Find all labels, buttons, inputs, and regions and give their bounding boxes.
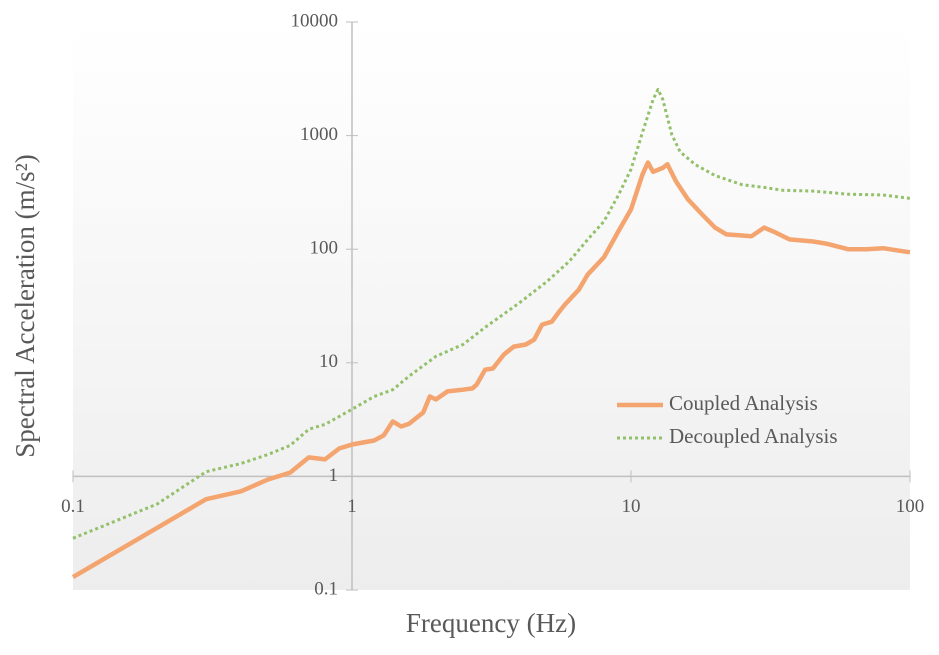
y-axis-label: Spectral Acceleration (m/s²) — [10, 154, 40, 457]
y-tick-label: 1000 — [300, 124, 338, 145]
data-line — [72, 87, 911, 540]
y-tick-label: 1 — [329, 465, 339, 486]
y-tick-label: 10 — [319, 351, 338, 372]
plot-area — [73, 22, 910, 590]
x-axis-label: Frequency (Hz) — [406, 608, 576, 638]
x-tick-label: 0.1 — [61, 496, 85, 517]
legend-label: Coupled Analysis — [669, 391, 818, 415]
y-tick-label: 0.1 — [314, 578, 338, 599]
data-line — [71, 160, 911, 580]
y-tick-label: 100 — [310, 238, 339, 259]
legend-label: Decoupled Analysis — [669, 424, 838, 448]
x-tick-label: 100 — [896, 496, 925, 517]
x-tick-label: 10 — [622, 496, 641, 517]
x-tick-label: 1 — [347, 496, 357, 517]
y-tick-label: 10000 — [291, 10, 339, 31]
